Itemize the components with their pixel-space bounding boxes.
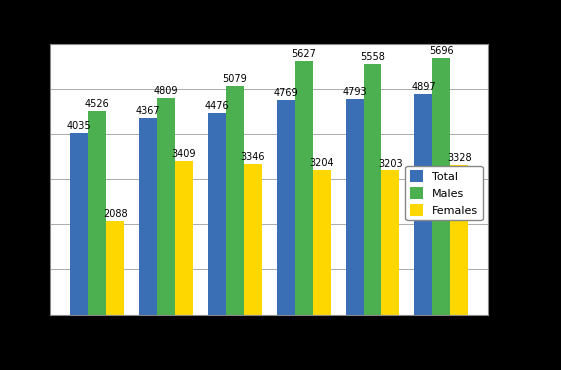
Bar [433, 58, 450, 314]
Text: 3346: 3346 [241, 152, 265, 162]
Bar [226, 86, 244, 314]
Text: 4897: 4897 [411, 82, 436, 92]
Text: 3203: 3203 [378, 158, 403, 168]
Bar [364, 64, 381, 314]
Bar [139, 118, 157, 314]
Text: 4769: 4769 [273, 88, 298, 98]
Text: 3409: 3409 [172, 149, 196, 159]
Bar [312, 170, 330, 314]
Text: 4476: 4476 [205, 101, 229, 111]
Bar [450, 165, 468, 314]
Bar [277, 100, 295, 314]
Bar [70, 133, 88, 314]
Text: 3328: 3328 [447, 153, 472, 163]
Bar [175, 161, 193, 314]
Text: 4526: 4526 [85, 99, 109, 109]
Text: Number of accidents at work per 100,000 farmers: Number of accidents at work per 100,000 … [50, 25, 443, 39]
Bar [415, 94, 433, 314]
Text: 5627: 5627 [291, 49, 316, 60]
Text: 4809: 4809 [154, 86, 178, 96]
Text: 4035: 4035 [67, 121, 91, 131]
X-axis label: Age: Age [254, 343, 284, 357]
Bar [88, 111, 106, 314]
Bar [381, 170, 399, 314]
Text: 2088: 2088 [103, 209, 127, 219]
Text: 4793: 4793 [342, 87, 367, 97]
Text: 5558: 5558 [360, 53, 385, 63]
Bar [208, 113, 226, 314]
Bar [346, 99, 364, 314]
Bar [244, 164, 262, 314]
Text: 5079: 5079 [223, 74, 247, 84]
Text: 5696: 5696 [429, 46, 454, 56]
Text: 3204: 3204 [309, 158, 334, 168]
Text: 4367: 4367 [136, 106, 160, 116]
Legend: Total, Males, Females: Total, Males, Females [405, 166, 482, 220]
Bar [295, 61, 312, 314]
Bar [106, 221, 124, 314]
Bar [157, 98, 175, 314]
